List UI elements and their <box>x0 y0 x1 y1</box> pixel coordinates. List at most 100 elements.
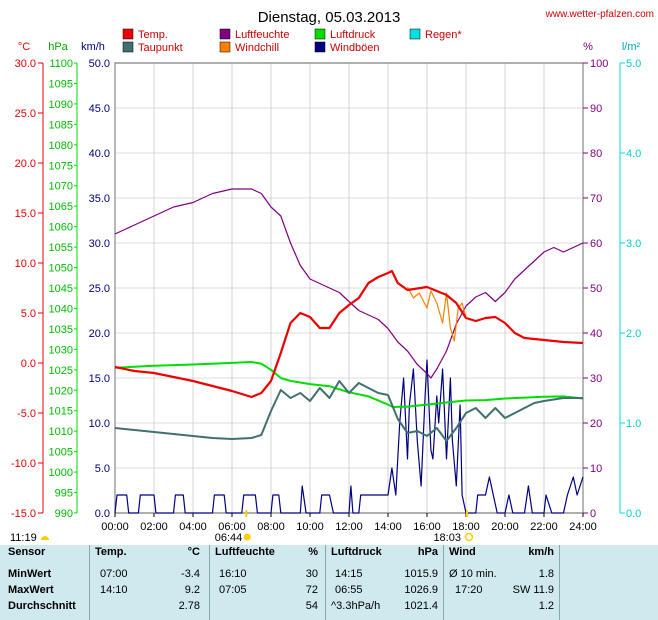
temp-time: 07:00 <box>100 568 128 580</box>
wind-tick-label: 5.0 <box>95 463 110 475</box>
pressure-tick-label: 1090 <box>49 99 73 111</box>
temp-tick-label: -15.0 <box>11 508 36 520</box>
legend-label: Temp. <box>138 29 168 41</box>
temp-value: 9.2 <box>184 584 200 596</box>
table-row: MinWert 07:00 -3.4 16:10 30 14:15 1015.9… <box>0 567 658 582</box>
temp-value: -3.4 <box>181 568 200 580</box>
temp-tick-label: 25.0 <box>15 108 36 120</box>
humidity-tick-label: 70 <box>590 193 602 205</box>
pressure-tick-label: 1070 <box>49 181 73 193</box>
moonset-icon <box>41 536 49 540</box>
wind-tick-label: 40.0 <box>89 148 110 160</box>
temp-tick-label: 0.0 <box>21 358 36 370</box>
pressure-time: ^3.3hPa/h <box>331 600 381 612</box>
summary-table: Sensor Temp. °C Luftfeuchte % Luftdruck … <box>0 545 658 620</box>
wind-tick-label: 15.0 <box>89 373 110 385</box>
time-tick-label: 12:00 <box>335 521 363 533</box>
pressure-tick-label: 995 <box>55 488 73 500</box>
legend-label: Luftdruck <box>330 29 376 41</box>
wind-value: SW 11.9 <box>512 584 554 596</box>
legend-swatch <box>314 28 326 40</box>
time-tick-label: 24:00 <box>569 521 597 533</box>
wind-tick-label: 20.0 <box>89 328 110 340</box>
row-label: MaxWert <box>8 584 54 596</box>
time-tick-label: 02:00 <box>140 521 168 533</box>
legend-swatch <box>122 41 134 53</box>
rain-tick-label: 5.0 <box>626 58 641 70</box>
pressure-tick-label: 1065 <box>49 201 73 213</box>
series-line-windchill <box>406 286 467 342</box>
temp-tick-label: 5.0 <box>21 308 36 320</box>
pressure-tick-label: 1055 <box>49 242 73 254</box>
rain-tick-label: 3.0 <box>626 238 641 250</box>
humidity-tick-label: 30 <box>590 373 602 385</box>
hdr-humidity: Luftfeuchte <box>215 546 275 558</box>
pressure-tick-label: 1025 <box>49 365 73 377</box>
pressure-tick-label: 1005 <box>49 447 73 459</box>
pressure-value: 1026.9 <box>404 584 438 596</box>
table-header-row: Sensor Temp. °C Luftfeuchte % Luftdruck … <box>0 545 658 560</box>
rain-unit-label: l/m² <box>622 41 641 53</box>
pressure-tick-label: 1045 <box>49 283 73 295</box>
temp-tick-label: -5.0 <box>17 408 36 420</box>
rain-tick-label: 2.0 <box>626 328 641 340</box>
wind-time: Ø 10 min. <box>449 568 497 580</box>
legend: Temp. Luftfeuchte Luftdruck Regen* Taupunkt W… <box>122 28 462 54</box>
pressure-value: 1015.9 <box>404 568 438 580</box>
wind-value: 1.2 <box>538 600 554 612</box>
row-label: Durchschnitt <box>8 600 76 612</box>
series-line-luftdruck <box>114 361 584 408</box>
temp-tick-label: 30.0 <box>15 58 36 70</box>
pressure-time: 14:15 <box>335 568 363 580</box>
pressure-tick-label: 1015 <box>49 406 73 418</box>
humidity-tick-label: 20 <box>590 418 602 430</box>
humidity-tick-label: 80 <box>590 148 602 160</box>
humidity-tick-label: 50 <box>590 283 602 295</box>
temp-unit-label: °C <box>18 41 30 53</box>
time-tick-label: 08:00 <box>257 521 285 533</box>
pressure-tick-label: 1000 <box>49 467 73 479</box>
humidity-value: 54 <box>305 600 318 612</box>
rain-tick-label: 1.0 <box>626 418 641 430</box>
humidity-tick-label: 100 <box>590 58 608 70</box>
hdr-sensor: Sensor <box>8 546 46 558</box>
humidity-tick-label: 0 <box>590 508 596 520</box>
series <box>114 188 584 514</box>
pressure-unit-label: hPa <box>48 41 68 53</box>
pressure-tick-label: 1100 <box>49 58 73 70</box>
temp-tick-label: -10.0 <box>11 458 36 470</box>
hdr-pressure: Luftdruck <box>331 546 382 558</box>
time-tick-label: 16:00 <box>413 521 441 533</box>
legend-label: Luftfeuchte <box>235 29 289 41</box>
wind-tick-label: 50.0 <box>89 58 110 70</box>
wind-tick-label: 45.0 <box>89 103 110 115</box>
wind-tick-label: 10.0 <box>89 418 110 430</box>
pressure-tick-label: 1035 <box>49 324 73 336</box>
site-url: www.wetter-pfalzen.com <box>545 9 654 20</box>
humidity-value: 30 <box>305 568 318 580</box>
weather-chart: Dienstag, 05.03.2013 www.wetter-pfalzen.… <box>10 9 654 544</box>
humidity-unit-label: % <box>583 41 593 53</box>
wind-value: 1.8 <box>538 568 554 580</box>
time-tick-label: 14:00 <box>374 521 402 533</box>
moonset-time: 11:19 <box>10 532 37 544</box>
legend-label: Windböen <box>330 42 380 54</box>
time-tick-label: 00:00 <box>101 521 129 533</box>
sunset-icon <box>464 532 474 542</box>
temp-time: 14:10 <box>100 584 128 596</box>
sunrise-icon <box>243 533 251 541</box>
hdr-pressure-unit: hPa <box>417 546 438 558</box>
hdr-temp: Temp. <box>95 546 127 558</box>
temp-tick-label: 20.0 <box>15 158 36 170</box>
temp-tick-label: 10.0 <box>15 258 36 270</box>
pressure-tick-label: 1060 <box>49 222 73 234</box>
wind-tick-label: 0.0 <box>95 508 110 520</box>
hdr-wind-unit: km/h <box>528 546 554 558</box>
wind-tick-label: 35.0 <box>89 193 110 205</box>
time-tick-label: 18:00 <box>452 521 480 533</box>
humidity-tick-label: 60 <box>590 238 602 250</box>
row-label: MinWert <box>8 568 52 580</box>
wind-tick-label: 25.0 <box>89 283 110 295</box>
wind-unit-label: km/h <box>81 41 105 53</box>
legend-swatch <box>409 28 421 40</box>
